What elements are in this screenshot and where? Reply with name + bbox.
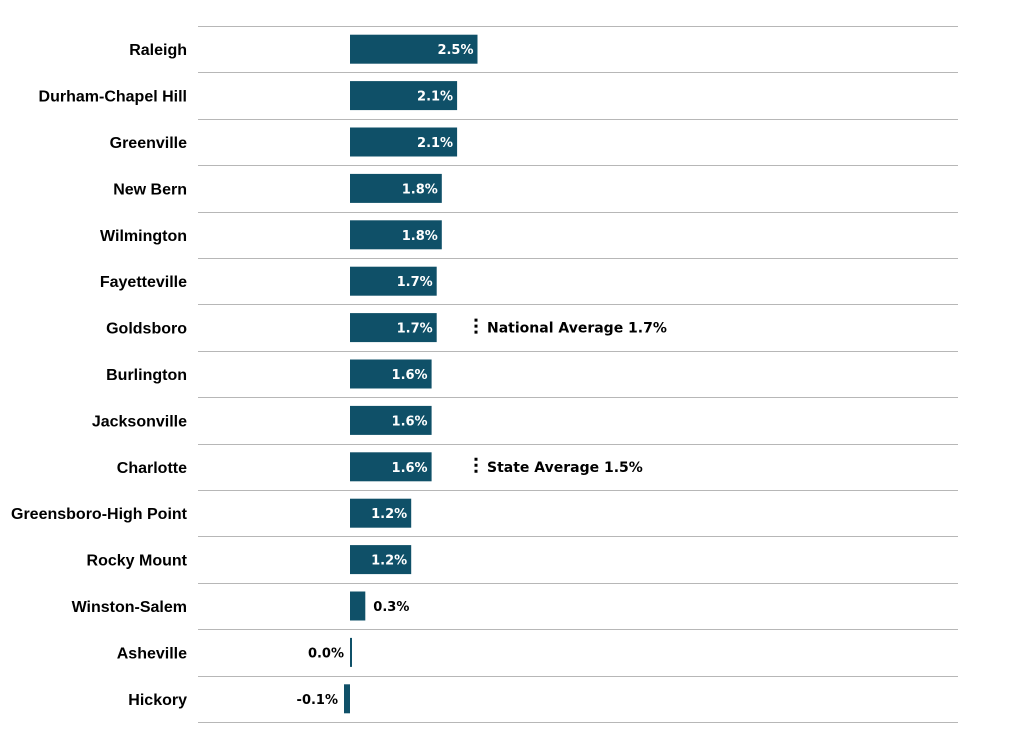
category-label: Wilmington <box>100 228 187 245</box>
category-label: Raleigh <box>129 42 187 59</box>
category-label: Hickory <box>128 692 187 709</box>
bar-winston-salem <box>350 591 366 621</box>
bar-hickory <box>344 684 350 714</box>
value-labels: 2.5% 2.1% 2.1% 1.8% 1.8% 1.7% 1.7% 1.6% 1.6% 1.6%… <box>297 43 474 708</box>
value-label: 0.3% <box>373 600 409 615</box>
category-label: Charlotte <box>117 460 187 477</box>
value-label: 1.2% <box>371 507 407 522</box>
gridlines <box>198 26 958 723</box>
bar-greenville <box>350 127 458 157</box>
value-label: 1.6% <box>392 368 428 383</box>
bar-charlotte <box>350 452 432 482</box>
category-label: Fayetteville <box>100 274 187 291</box>
category-label: Winston-Salem <box>72 599 187 616</box>
value-label: -0.1% <box>297 693 338 708</box>
bar-raleigh <box>350 34 478 64</box>
average-annotation: State Average 1.5% <box>487 460 643 476</box>
value-label: 0.0% <box>308 646 344 661</box>
category-label: Asheville <box>117 645 187 662</box>
value-label: 1.8% <box>402 182 438 197</box>
bar-fayetteville <box>350 266 437 296</box>
value-label: 1.7% <box>397 322 433 337</box>
category-label: Durham-Chapel Hill <box>39 89 187 106</box>
value-label: 1.2% <box>371 554 407 569</box>
category-label: Greensboro-High Point <box>11 506 188 523</box>
bar-jacksonville <box>350 405 432 435</box>
annotations: National Average 1.7% State Average 1.5% <box>474 318 667 476</box>
category-label: Burlington <box>106 367 187 384</box>
category-label: Goldsboro <box>106 321 187 338</box>
value-label: 2.1% <box>417 136 453 151</box>
value-label: 2.1% <box>417 90 453 105</box>
category-label: Rocky Mount <box>87 553 188 570</box>
category-label: Jacksonville <box>92 413 187 430</box>
category-label: Greenville <box>110 135 187 152</box>
bar-asheville <box>350 637 352 667</box>
bar-wilmington <box>350 220 442 250</box>
value-label: 1.6% <box>392 414 428 429</box>
value-label: 1.7% <box>397 275 433 290</box>
bars <box>344 34 478 714</box>
bar-rocky-mount <box>350 545 412 575</box>
average-annotation: National Average 1.7% <box>487 321 667 337</box>
category-labels: Raleigh Durham-Chapel Hill Greenville New B… <box>11 42 188 709</box>
bar-new-bern <box>350 173 442 203</box>
bar-goldsboro <box>350 313 437 343</box>
value-label: 1.8% <box>402 229 438 244</box>
bar-durham-chapel-hill <box>350 81 458 111</box>
bar-burlington <box>350 359 432 389</box>
category-label: New Bern <box>113 181 187 198</box>
bar-greensboro-high-point <box>350 498 412 528</box>
value-label: 2.5% <box>437 43 473 58</box>
value-label: 1.6% <box>392 461 428 476</box>
